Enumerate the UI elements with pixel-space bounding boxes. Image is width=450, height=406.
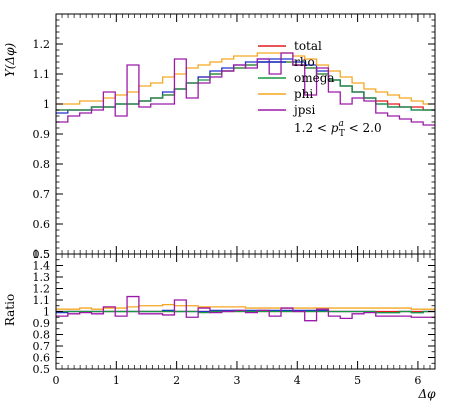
main-y-axis-label: Y(Δφ) (3, 43, 17, 78)
ratio-y-tick-label: 0.7 (33, 340, 51, 353)
legend: total rho omega phi jpsi 1.2 < pa T < 2.0 (258, 39, 382, 139)
ratio-y-tick-label: 0.9 (33, 317, 51, 330)
x-tick-label: 5 (354, 374, 361, 387)
main-series-group (56, 52, 435, 126)
ratio-y-tick-label: 1.4 (33, 260, 51, 273)
main-y-tick-label: 1.1 (33, 68, 51, 81)
ratio-y-axis-label: Ratio (3, 294, 17, 326)
ratio-y-tick-label: 0.6 (33, 352, 51, 365)
x-tick-label: 1 (113, 374, 120, 387)
ratio-y-tick-label: 1.5 (33, 248, 51, 261)
main-series-phi (56, 52, 435, 105)
x-tick-label: 3 (233, 374, 240, 387)
ratio-y-tick-label: 1.1 (33, 294, 51, 307)
legend-label-omega: omega (294, 71, 335, 85)
x-tick-label: 4 (294, 374, 301, 387)
main-y-tick-label: 0.9 (33, 128, 51, 141)
x-tick-label: 2 (173, 374, 180, 387)
main-panel: 0.5 0.6 0.7 0.8 0.9 1 1.1 1.2 Y(Δφ) total rho ome… (3, 13, 436, 261)
ratio-series-jpsi (56, 295, 435, 322)
legend-pt-range-label: 1.2 < pa T < 2.0 (294, 119, 382, 139)
ratio-y-tick-label: 0.8 (33, 329, 51, 342)
main-y-tick-label: 0.7 (33, 188, 51, 201)
main-series-jpsi (56, 52, 435, 126)
ratio-y-tick-label: 1.2 (33, 283, 51, 296)
legend-label-rho: rho (294, 55, 315, 69)
x-tick-label: 6 (414, 374, 421, 387)
main-y-tick-label: 1.2 (33, 38, 51, 51)
ratio-y-tick-label: 1 (43, 306, 50, 319)
main-y-tick-label: 0.8 (33, 158, 51, 171)
ratio-y-tick-label: 0.5 (33, 363, 51, 376)
legend-label-phi: phi (294, 87, 313, 101)
main-series-total (56, 61, 435, 111)
x-tick-label: 0 (53, 374, 60, 387)
x-axis-label: Δφ (417, 387, 436, 401)
main-series-omega (56, 61, 435, 111)
legend-label-jpsi: jpsi (292, 103, 316, 117)
ratio-series-group (56, 295, 435, 322)
main-y-tick-label: 1 (43, 98, 50, 111)
main-y-tick-label: 0.5 (33, 248, 51, 261)
main-y-tick-label: 0.6 (33, 218, 51, 231)
legend-label-total: total (294, 39, 322, 53)
ratio-y-tick-label: 1.3 (33, 271, 51, 284)
